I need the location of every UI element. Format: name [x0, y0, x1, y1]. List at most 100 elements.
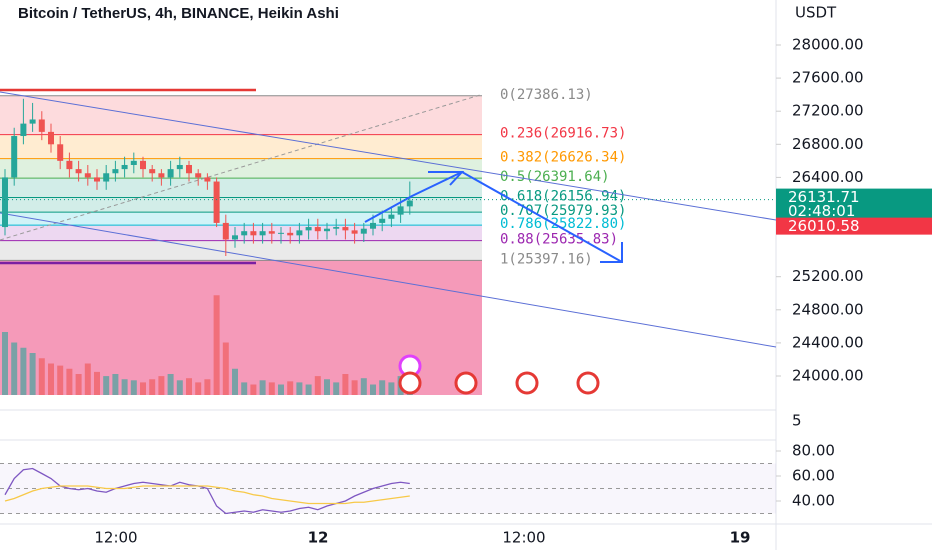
fib-label: 0.707(25979.93): [500, 203, 626, 219]
candle-body: [232, 235, 238, 240]
fib-label: 0(27386.13): [500, 87, 593, 103]
volume-bar: [342, 374, 349, 395]
y-tick-label: 28000.00: [792, 36, 864, 54]
volume-bar: [250, 384, 257, 395]
channel: [0, 91, 777, 221]
candle-body: [57, 144, 64, 161]
chart-title: Bitcoin / TetherUS, 4h, BINANCE, Heikin …: [18, 5, 339, 22]
countdown: 02:48:01: [788, 202, 855, 220]
arrow-head: [600, 242, 623, 263]
candle-body: [287, 232, 294, 236]
rsi-tick-label: 80.00: [792, 442, 835, 460]
time-label: 12:00: [94, 529, 137, 547]
candle-body: [397, 206, 404, 215]
volume-bar: [259, 380, 266, 395]
volume-bar: [241, 382, 248, 395]
volume-bar: [66, 368, 73, 395]
y-tick-label: 25200.00: [792, 267, 864, 285]
volume-bar: [351, 380, 358, 395]
event-icon: [576, 371, 600, 395]
candle-body: [167, 169, 174, 178]
fib-zone: [0, 212, 482, 226]
candle-body: [75, 169, 82, 174]
rsi-tick-label: 60.00: [792, 467, 835, 485]
event-icon: [398, 371, 422, 395]
candle-body: [66, 160, 73, 170]
volume-bar: [48, 363, 54, 395]
volume-bar: [232, 368, 238, 395]
channel: [0, 212, 777, 348]
volume-bar: [324, 379, 330, 395]
volume-bar: [38, 358, 45, 395]
volume-bar: [305, 384, 312, 395]
fib-zone: [0, 158, 482, 179]
candle-body: [360, 228, 367, 234]
candle-body: [94, 177, 100, 182]
time-label: 12:00: [502, 529, 545, 547]
volume-bar: [112, 374, 119, 395]
candle-body: [130, 160, 137, 165]
volume-bar: [11, 342, 18, 395]
fib-label: 0.618(26156.94): [500, 189, 626, 205]
volume-bar: [222, 342, 229, 395]
candle-body: [158, 173, 165, 178]
currency: USDT: [795, 4, 837, 22]
candle-body: [268, 231, 275, 234]
candle-body: [314, 227, 321, 232]
volume-axis-label: 5: [792, 412, 802, 430]
volume-bar: [287, 381, 294, 395]
candle-body: [204, 177, 211, 182]
fib-zone: [0, 178, 482, 198]
volume-bar: [360, 378, 367, 395]
price-tag: [776, 188, 932, 220]
y-tick-label: 26800.00: [792, 135, 864, 153]
candle-body: [388, 214, 395, 219]
fib-zone: [0, 225, 482, 241]
candle-body: [250, 231, 257, 236]
candle-body: [149, 169, 156, 174]
time-label: 12: [308, 529, 329, 547]
y-tick-label: 24800.00: [792, 300, 864, 318]
fib-label: 1(25397.16): [500, 251, 593, 267]
volume-bar: [278, 384, 284, 395]
rsi-line: [4, 485, 410, 505]
candle-body: [11, 136, 18, 178]
candle-body: [324, 228, 330, 232]
fib-label: 0.88(25635.83): [500, 232, 618, 248]
volume-bar: [186, 378, 192, 395]
time-label: 19: [730, 529, 751, 547]
y-tick-label: 26400.00: [792, 168, 864, 186]
fib-zone: [0, 134, 482, 159]
volume-bar: [57, 365, 64, 395]
candle-body: [370, 222, 376, 229]
fib-label: 0.786(25822.80): [500, 216, 626, 232]
arrow-head: [428, 171, 465, 186]
candle-body: [38, 119, 45, 132]
candle-body: [112, 169, 119, 174]
candle-body: [259, 231, 266, 236]
candle-body: [222, 222, 229, 240]
volume-bar: [296, 382, 303, 395]
candle-body: [213, 181, 220, 223]
volume-bar: [167, 374, 174, 395]
volume-bar: [94, 371, 100, 395]
event-icon: [515, 371, 539, 395]
fib-zone: [0, 197, 482, 213]
volume-bar: [195, 382, 202, 395]
event-icon: [454, 371, 478, 395]
candle-body: [278, 232, 284, 234]
volume-bar: [314, 376, 321, 395]
fib-zone: [0, 95, 482, 135]
candle-body: [333, 227, 340, 229]
fib-label: 0.236(26916.73): [500, 126, 626, 142]
volume-bar: [130, 380, 137, 395]
volume-bar: [176, 380, 183, 395]
price-tag-label: 26131.71: [788, 188, 860, 206]
candle-body: [29, 119, 36, 124]
candle-body: [241, 231, 248, 236]
volume-bar: [213, 295, 220, 395]
candle-body: [379, 218, 386, 223]
candle-body: [2, 177, 8, 228]
price-tag: [776, 217, 932, 235]
